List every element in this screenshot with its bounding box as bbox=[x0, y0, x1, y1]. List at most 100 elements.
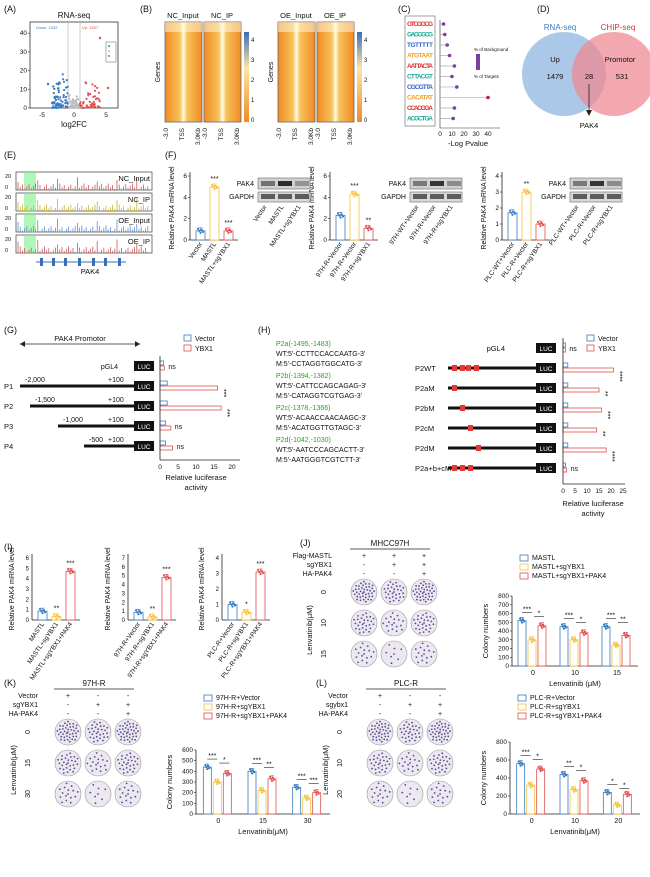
colony-ylabel: Colony numbers bbox=[479, 750, 488, 805]
site-name: P2d(-1042,-1030) bbox=[276, 437, 331, 444]
colony-dot bbox=[357, 588, 360, 590]
colony-dot bbox=[441, 752, 444, 755]
g-bar-ybx1 bbox=[159, 425, 172, 431]
colony-dot bbox=[72, 723, 75, 725]
heatmap-xtick: 3.0Kb bbox=[347, 128, 354, 145]
colony-dot bbox=[440, 733, 443, 736]
colony-dot bbox=[61, 764, 64, 767]
blot-band bbox=[573, 194, 587, 199]
motif-logo: CTTACGT bbox=[407, 74, 433, 81]
track-name: NC_Input bbox=[118, 174, 151, 183]
colony-dot bbox=[448, 763, 451, 766]
f-ytick: 4 bbox=[495, 173, 499, 180]
colony-dot bbox=[387, 735, 390, 738]
colony-dot bbox=[373, 728, 376, 730]
row-start: -500 bbox=[89, 437, 103, 444]
colony-dot bbox=[126, 724, 128, 727]
h-row-name: P2bM bbox=[415, 404, 435, 413]
colony-dot bbox=[432, 651, 435, 653]
f-ytick: 0 bbox=[323, 237, 327, 244]
plate-sign: - bbox=[97, 693, 100, 700]
bar-dot bbox=[41, 612, 44, 615]
colony-dot bbox=[382, 622, 385, 625]
colony-dot bbox=[432, 758, 435, 761]
colony-dot bbox=[362, 598, 365, 601]
colony-dot bbox=[381, 756, 384, 758]
colony-dot bbox=[121, 728, 124, 730]
colony-dot bbox=[409, 762, 411, 764]
colony-dot bbox=[391, 592, 394, 595]
colony-ytick: 200 bbox=[498, 646, 509, 653]
volcano-point bbox=[85, 97, 88, 100]
h-sig: ** bbox=[601, 391, 608, 397]
colony-dot bbox=[105, 768, 107, 771]
colony-bar bbox=[559, 626, 569, 667]
colony-dot bbox=[354, 648, 357, 651]
bar-dot bbox=[539, 769, 542, 773]
colony-dot bbox=[103, 736, 105, 739]
volcano-point bbox=[88, 100, 91, 103]
volcano-point bbox=[57, 98, 60, 101]
bar-dot bbox=[150, 615, 153, 619]
colony-xtick: 15 bbox=[613, 670, 621, 677]
bar-dot bbox=[315, 793, 318, 796]
track-name: NC_IP bbox=[128, 195, 150, 204]
colony-dot bbox=[357, 624, 360, 627]
promoter-bar bbox=[84, 444, 134, 448]
motif-xtick: 20 bbox=[460, 131, 468, 138]
g-xlabel: activity bbox=[185, 483, 208, 492]
bar-dot bbox=[539, 624, 543, 627]
colony-dot bbox=[428, 730, 431, 732]
colony-dot bbox=[365, 612, 368, 615]
colony-dot bbox=[355, 627, 357, 630]
gene-exon bbox=[104, 258, 107, 266]
colony-dot bbox=[361, 627, 364, 629]
colony-dot bbox=[65, 767, 68, 769]
luc-label: LUC bbox=[539, 406, 552, 413]
colony-dot bbox=[398, 762, 401, 765]
colony-dot bbox=[127, 793, 129, 795]
colony-dot bbox=[423, 653, 425, 655]
plate-cell-title: PLC-R bbox=[394, 679, 418, 688]
gene-exon bbox=[52, 258, 55, 266]
colony-dot bbox=[123, 736, 126, 739]
colony-dot bbox=[63, 736, 66, 739]
bar-dot bbox=[510, 211, 513, 214]
f-sig: *** bbox=[210, 176, 218, 183]
luc-label: LUC bbox=[539, 386, 552, 393]
h-sig: ns bbox=[569, 346, 577, 353]
colony-dot bbox=[407, 732, 410, 735]
plate-sign: - bbox=[67, 711, 70, 718]
bar-dot bbox=[573, 637, 577, 640]
heatmap-xtick: TSS bbox=[218, 127, 225, 140]
bar-dot bbox=[521, 763, 524, 766]
colony-bar bbox=[527, 639, 537, 667]
f-ytick: 4 bbox=[183, 194, 187, 201]
motif-point bbox=[452, 106, 457, 110]
colony-dot bbox=[400, 731, 403, 734]
bar-dot bbox=[336, 212, 340, 215]
colony-dot bbox=[106, 760, 108, 762]
colony-dot bbox=[428, 583, 431, 585]
colony-dot bbox=[73, 767, 76, 770]
volcano-point bbox=[91, 102, 94, 105]
colony-dot bbox=[411, 737, 413, 740]
colony-dot bbox=[416, 595, 419, 598]
colony-dot bbox=[428, 624, 431, 626]
colony-dot bbox=[415, 585, 417, 587]
colony-dot bbox=[72, 735, 75, 738]
colony-dot bbox=[371, 595, 374, 598]
plate-sign: + bbox=[66, 693, 70, 700]
bar-dot bbox=[366, 227, 369, 230]
colony-dot bbox=[420, 582, 422, 585]
colony-dot bbox=[134, 795, 137, 798]
colony-dot bbox=[438, 754, 440, 756]
bar-dot bbox=[224, 770, 227, 773]
colony-dot bbox=[379, 762, 381, 764]
colony-dot bbox=[95, 735, 98, 738]
bar-dot bbox=[230, 603, 233, 606]
colony-ytick: 400 bbox=[182, 768, 193, 775]
colony-bar bbox=[202, 766, 212, 815]
colony-bar bbox=[267, 778, 277, 815]
heatmap-xtick: TSS bbox=[179, 127, 186, 140]
